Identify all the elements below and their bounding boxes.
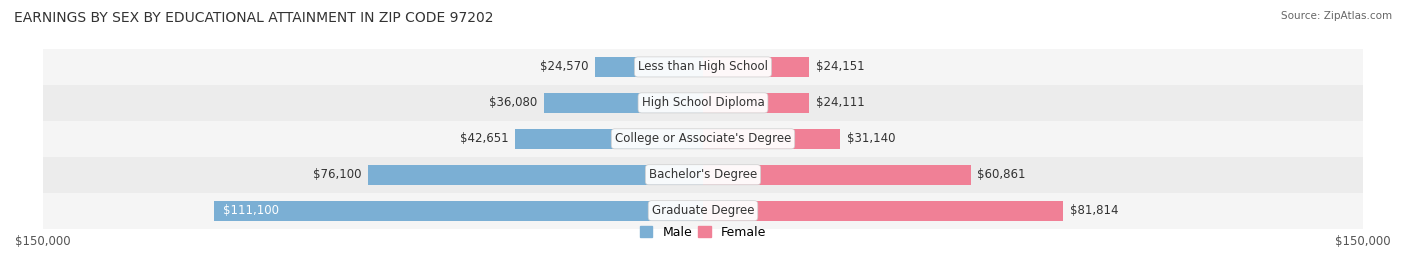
Bar (703, 165, 972, 185)
Bar (703, 93, 808, 113)
Text: Bachelor's Degree: Bachelor's Degree (650, 168, 756, 181)
Text: $24,111: $24,111 (815, 96, 865, 109)
Text: $31,140: $31,140 (846, 132, 896, 145)
Text: Less than High School: Less than High School (638, 60, 768, 73)
Bar (42, 49, 1364, 85)
Text: $24,151: $24,151 (815, 60, 865, 73)
Bar (42, 85, 1364, 121)
Text: High School Diploma: High School Diploma (641, 96, 765, 109)
Text: $81,814: $81,814 (1070, 204, 1118, 217)
Text: $111,100: $111,100 (222, 204, 278, 217)
Bar (703, 57, 810, 77)
Bar (368, 165, 703, 185)
Bar (703, 201, 1063, 221)
Text: Source: ZipAtlas.com: Source: ZipAtlas.com (1281, 11, 1392, 21)
Text: $36,080: $36,080 (489, 96, 537, 109)
Text: $42,651: $42,651 (460, 132, 509, 145)
Legend: Male, Female: Male, Female (640, 226, 766, 239)
Bar (42, 121, 1364, 157)
Bar (42, 193, 1364, 229)
Text: $76,100: $76,100 (314, 168, 361, 181)
Bar (703, 129, 839, 149)
Bar (214, 201, 703, 221)
Bar (595, 57, 703, 77)
Text: $60,861: $60,861 (977, 168, 1026, 181)
Text: Graduate Degree: Graduate Degree (652, 204, 754, 217)
Bar (42, 157, 1364, 193)
Bar (544, 93, 703, 113)
Text: EARNINGS BY SEX BY EDUCATIONAL ATTAINMENT IN ZIP CODE 97202: EARNINGS BY SEX BY EDUCATIONAL ATTAINMEN… (14, 11, 494, 25)
Text: College or Associate's Degree: College or Associate's Degree (614, 132, 792, 145)
Bar (515, 129, 703, 149)
Text: $24,570: $24,570 (540, 60, 588, 73)
